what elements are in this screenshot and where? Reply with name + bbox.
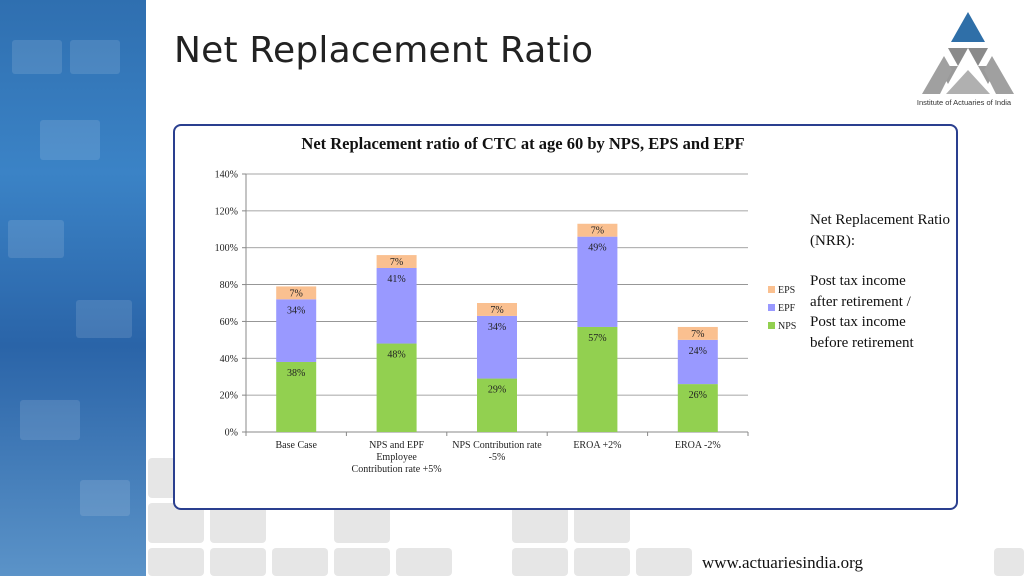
legend-swatch — [768, 322, 775, 329]
logo-text: Institute of Actuaries of India — [916, 98, 1012, 107]
footer-url: www.actuariesindia.org — [702, 553, 863, 572]
legend-swatch — [768, 304, 775, 311]
data-label: 24% — [689, 346, 707, 357]
legend-label: NPS — [778, 321, 796, 332]
bar-nps — [477, 378, 517, 432]
data-label: 49% — [588, 243, 606, 254]
bar-epf — [376, 267, 417, 344]
x-tick-label: Employee — [376, 452, 417, 463]
bar-epf — [677, 339, 718, 385]
y-tick-label: 120% — [215, 206, 238, 217]
bar-nps — [577, 326, 618, 432]
x-tick-label: EROA +2% — [573, 440, 621, 451]
data-label: 48% — [387, 350, 405, 361]
x-tick-label: Contribution rate +5% — [352, 464, 442, 475]
data-label: 38% — [287, 368, 305, 379]
bar-nps — [376, 343, 417, 432]
x-tick-label: -5% — [489, 452, 506, 463]
nrr-heading: Net Replacement Ratio (NRR): — [810, 212, 950, 249]
y-tick-label: 20% — [220, 391, 238, 402]
data-label: 41% — [387, 274, 405, 285]
legend-label: EPS — [778, 285, 795, 296]
bar-nps — [276, 361, 317, 432]
nrr-definition: Net Replacement Ratio (NRR): Post tax in… — [810, 210, 950, 353]
y-tick-label: 0% — [225, 428, 238, 439]
x-tick-label: NPS and EPF — [369, 440, 424, 451]
nrr-line-2: after retirement / — [810, 293, 911, 310]
data-label: 7% — [490, 305, 503, 316]
chart-title: Net Replacement ratio of CTC at age 60 b… — [301, 134, 745, 153]
nrr-line-4: before retirement — [810, 334, 914, 351]
legend-swatch — [768, 286, 775, 293]
left-decor-band — [0, 0, 146, 576]
data-label: 7% — [390, 257, 403, 268]
bar-epf — [477, 315, 517, 379]
data-label: 7% — [691, 329, 704, 340]
data-label: 7% — [290, 288, 303, 299]
y-tick-label: 100% — [215, 243, 238, 254]
x-tick-label: EROA -2% — [675, 440, 721, 451]
stacked-bar-chart: 0% 20% 40% 60% 80% 100% 120% 140% 38% 34% 7% Base C… — [215, 170, 797, 476]
bar-epf — [276, 299, 317, 362]
x-tick-label: NPS Contribution rate — [452, 440, 542, 451]
bar-epf — [577, 236, 618, 327]
y-tick-label: 60% — [220, 317, 238, 328]
data-label: 26% — [689, 390, 707, 401]
chart-panel: Net Replacement ratio of CTC at age 60 b… — [173, 124, 958, 510]
nrr-line-1: Post tax income — [810, 273, 906, 289]
slide-title: Net Replacement Ratio — [174, 30, 594, 71]
nrr-line-3: Post tax income — [810, 314, 906, 330]
bar-eps — [677, 326, 718, 340]
y-tick-label: 140% — [215, 170, 238, 181]
legend-label: EPF — [778, 303, 796, 314]
data-label: 34% — [287, 305, 305, 316]
bar-nps — [677, 384, 718, 432]
y-tick-label: 80% — [220, 280, 238, 291]
x-tick-label: Base Case — [276, 440, 318, 451]
data-label: 29% — [488, 385, 506, 396]
bar-eps — [577, 223, 618, 237]
bar-eps — [276, 286, 317, 300]
bar-eps — [477, 303, 517, 316]
data-label: 57% — [588, 333, 606, 344]
data-label: 34% — [488, 322, 506, 333]
institute-logo-icon — [922, 12, 1014, 94]
y-tick-label: 40% — [220, 354, 238, 365]
bar-eps — [376, 255, 417, 268]
data-label: 7% — [591, 226, 604, 237]
